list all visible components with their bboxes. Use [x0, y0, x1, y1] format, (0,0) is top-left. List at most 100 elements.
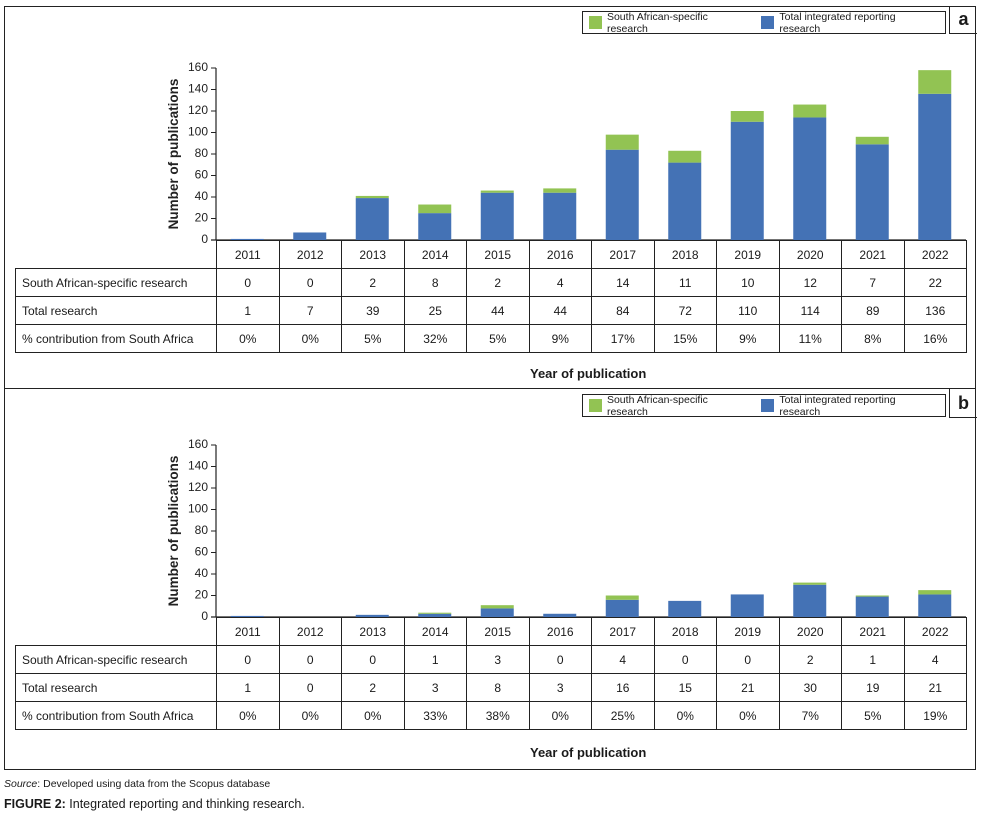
table-corner — [15, 617, 217, 646]
x-tick-label-year: 2012 — [278, 617, 342, 646]
chart-b: 0 20 40 60 80 100 120 140 160 Number of publicati… — [166, 437, 966, 623]
bar-south-african-2013 — [355, 195, 389, 199]
legend-swatch-green — [589, 16, 602, 29]
table-cell: 5% — [466, 324, 530, 353]
table-cell: 25 — [403, 296, 467, 325]
table-cell: 22 — [903, 268, 967, 297]
y-tick-label: 0 — [201, 232, 208, 246]
table-cell: 7% — [778, 701, 842, 730]
row-label: Total research — [15, 296, 217, 325]
bar-total-2018 — [668, 600, 702, 617]
table-cell: 3 — [466, 645, 530, 674]
table-cell: 84 — [591, 296, 655, 325]
table-cell: 4 — [528, 268, 592, 297]
table-cell: 2 — [341, 673, 405, 702]
bar-total-2017 — [605, 599, 639, 617]
table-cell: 11 — [653, 268, 717, 297]
row-label: % contribution from South Africa — [15, 324, 217, 353]
table-cell: 9% — [528, 324, 592, 353]
y-tick-label: 140 — [188, 82, 208, 96]
table-cell: 0% — [341, 701, 405, 730]
table-cell: 0 — [716, 645, 780, 674]
source-prefix: Source — [4, 778, 38, 790]
bar-total-2015 — [480, 608, 514, 617]
bar-total-2012 — [293, 232, 327, 240]
bar-total-2020 — [793, 584, 827, 617]
table-cell: 19 — [841, 673, 905, 702]
table-cell: 110 — [716, 296, 780, 325]
bar-total-2018 — [668, 162, 702, 240]
x-tick-label-year: 2017 — [591, 617, 655, 646]
table-cell: 33% — [403, 701, 467, 730]
y-tick-label: 0 — [201, 609, 208, 623]
table-cell: 0 — [216, 268, 280, 297]
legend: South African-specific research Total in… — [582, 11, 946, 35]
legend-item-south-african: South African-specific research — [589, 394, 751, 418]
table-cell: 12 — [778, 268, 842, 297]
legend-label: Total integrated reporting research — [779, 10, 896, 35]
x-tick-label-year: 2017 — [591, 240, 655, 269]
x-tick-label-year: 2016 — [528, 617, 592, 646]
y-axis-label: Number of publications — [166, 79, 181, 230]
bar-south-african-2022 — [918, 590, 952, 595]
legend-label: South African-specific research — [606, 10, 708, 35]
table-cell: 4 — [591, 645, 655, 674]
x-tick-label-year: 2021 — [841, 240, 905, 269]
bar-south-african-2018 — [668, 150, 702, 163]
y-tick-label: 80 — [195, 523, 209, 537]
bar-south-african-2017 — [605, 595, 639, 600]
table-cell: 44 — [528, 296, 592, 325]
table-cell: 17% — [591, 324, 655, 353]
data-table-a: 2011 2012 2013 2014 2015 2016 2017 2018 2019 2020… — [15, 240, 967, 353]
y-tick-label: 140 — [188, 459, 208, 473]
y-tick-label: 80 — [195, 146, 209, 160]
bar-south-african-2014 — [418, 612, 452, 614]
table-cell: 8 — [466, 673, 530, 702]
table-row-percent: % contribution from South Africa 0% 0% 5% 32… — [15, 324, 967, 353]
table-cell: 0 — [278, 268, 342, 297]
table-cell: 11% — [778, 324, 842, 353]
table-cell: 21 — [903, 673, 967, 702]
panel-label: a — [949, 6, 977, 34]
legend-label: South African-specific research — [606, 393, 708, 418]
bar-total-2014 — [418, 613, 452, 617]
bar-total-2016 — [543, 613, 577, 617]
table-cell: 2 — [778, 645, 842, 674]
table-cell: 9% — [716, 324, 780, 353]
bar-total-2022 — [918, 93, 952, 240]
data-table-b: 2011 2012 2013 2014 2015 2016 2017 2018 2019 2020… — [15, 617, 967, 730]
legend-item-total: Total integrated reporting research — [761, 11, 939, 35]
table-cell: 0 — [278, 645, 342, 674]
figure-caption: FIGURE 2: Integrated reporting and think… — [4, 797, 305, 811]
x-tick-label-year: 2016 — [528, 240, 592, 269]
panel-a: South African-specific research Total in… — [0, 0, 992, 388]
source-text: : Developed using data from the Scopus d… — [37, 778, 271, 790]
y-tick-label: 100 — [188, 125, 208, 139]
bar-total-2011 — [230, 615, 264, 617]
legend-item-south-african: South African-specific research — [589, 11, 751, 35]
x-tick-label-year: 2013 — [341, 617, 405, 646]
y-tick-label: 20 — [195, 588, 209, 602]
table-cell: 10 — [716, 268, 780, 297]
x-tick-label-year: 2012 — [278, 240, 342, 269]
x-tick-label-year: 2019 — [716, 240, 780, 269]
table-cell: 0% — [716, 701, 780, 730]
bar-south-african-2020 — [793, 104, 827, 118]
table-row-total: Total research 1 0 2 3 8 3 16 15 21 30 19 21 — [15, 673, 967, 702]
table-cell: 38% — [466, 701, 530, 730]
table-cell: 3 — [403, 673, 467, 702]
x-axis-label: Year of publication — [530, 366, 647, 381]
bar-south-african-2015 — [480, 190, 514, 193]
row-label: South African-specific research — [15, 268, 217, 297]
bar-total-2016 — [543, 192, 577, 240]
table-cell: 0% — [278, 324, 342, 353]
bar-south-african-2021 — [855, 136, 889, 145]
x-tick-label-year: 2018 — [653, 617, 717, 646]
table-cell: 16 — [591, 673, 655, 702]
table-row-total: Total research 1 7 39 25 44 44 84 72 110 114 89 136 — [15, 296, 967, 325]
y-tick-label: 40 — [195, 566, 209, 580]
source-note: Source: Developed using data from the Sc… — [4, 778, 270, 790]
legend-item-total: Total integrated reporting research — [761, 394, 939, 418]
table-cell: 0% — [528, 701, 592, 730]
table-header-row: 2011 2012 2013 2014 2015 2016 2017 2018 2019 2020… — [15, 617, 967, 646]
